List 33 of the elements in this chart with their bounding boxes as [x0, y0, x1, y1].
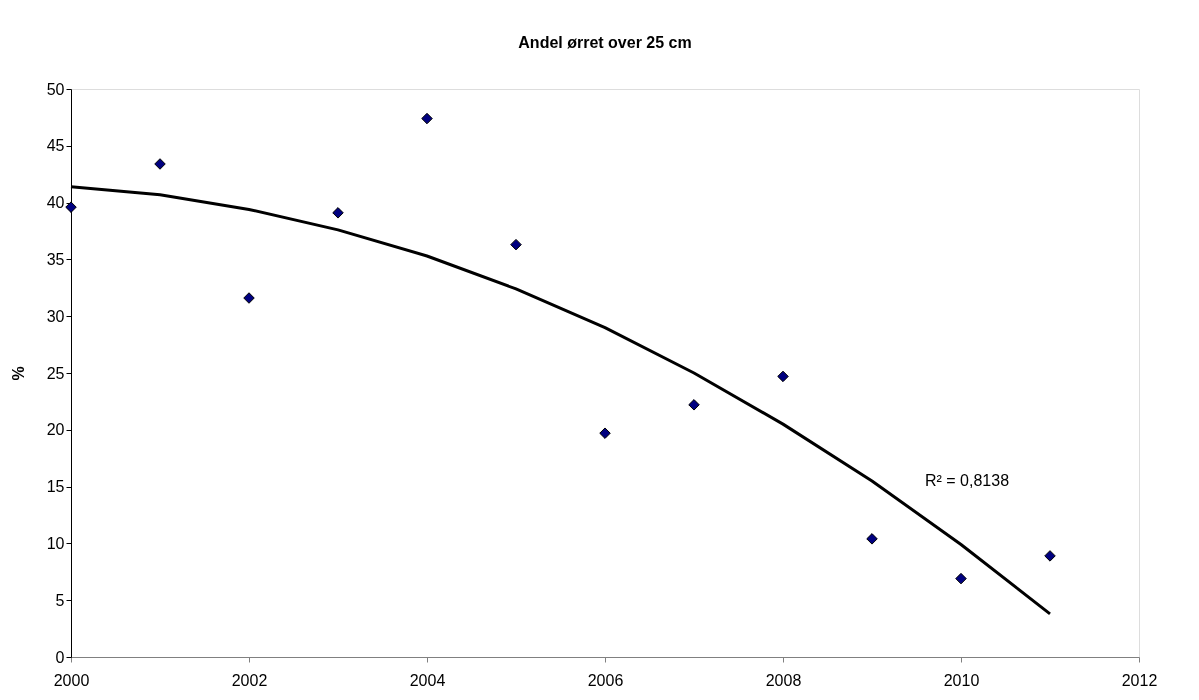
point [421, 112, 433, 125]
y-tick-label: 20 [46, 421, 65, 439]
y-tick-label: 40 [46, 194, 65, 212]
x-tick-label: 2010 [943, 671, 980, 689]
y-tick-label: 25 [46, 364, 65, 382]
y-tick-label: 30 [46, 307, 65, 325]
point [1044, 550, 1056, 562]
point [866, 533, 878, 545]
x-tick-label: 2006 [587, 671, 624, 689]
x-tick-label: 2012 [1121, 671, 1158, 689]
point [688, 399, 700, 411]
y-tick-label: 10 [46, 534, 65, 552]
point [510, 238, 522, 251]
annotation: R² = 0,8138 [925, 472, 1010, 489]
chart-title: Andel ørret over 25 cm [518, 34, 692, 51]
point [332, 207, 344, 219]
point [154, 158, 166, 170]
y-tick-label: 15 [46, 478, 65, 496]
y-tick-label: 0 [55, 648, 65, 666]
point [955, 572, 967, 585]
x-tick-label: 2004 [409, 671, 446, 689]
y-tick-label: 5 [55, 591, 65, 609]
x-tick-label: 2000 [53, 671, 90, 689]
point [777, 370, 789, 383]
y-tick-label: 45 [46, 137, 65, 155]
point [243, 292, 255, 304]
y-tick-label: 50 [46, 80, 65, 98]
x-tick-label: 2008 [765, 671, 802, 689]
point [65, 201, 77, 213]
y-tick-label: 35 [46, 250, 65, 268]
point [599, 427, 611, 439]
x-tick-label: 2002 [231, 671, 268, 689]
y-axis-title: % [9, 366, 27, 381]
